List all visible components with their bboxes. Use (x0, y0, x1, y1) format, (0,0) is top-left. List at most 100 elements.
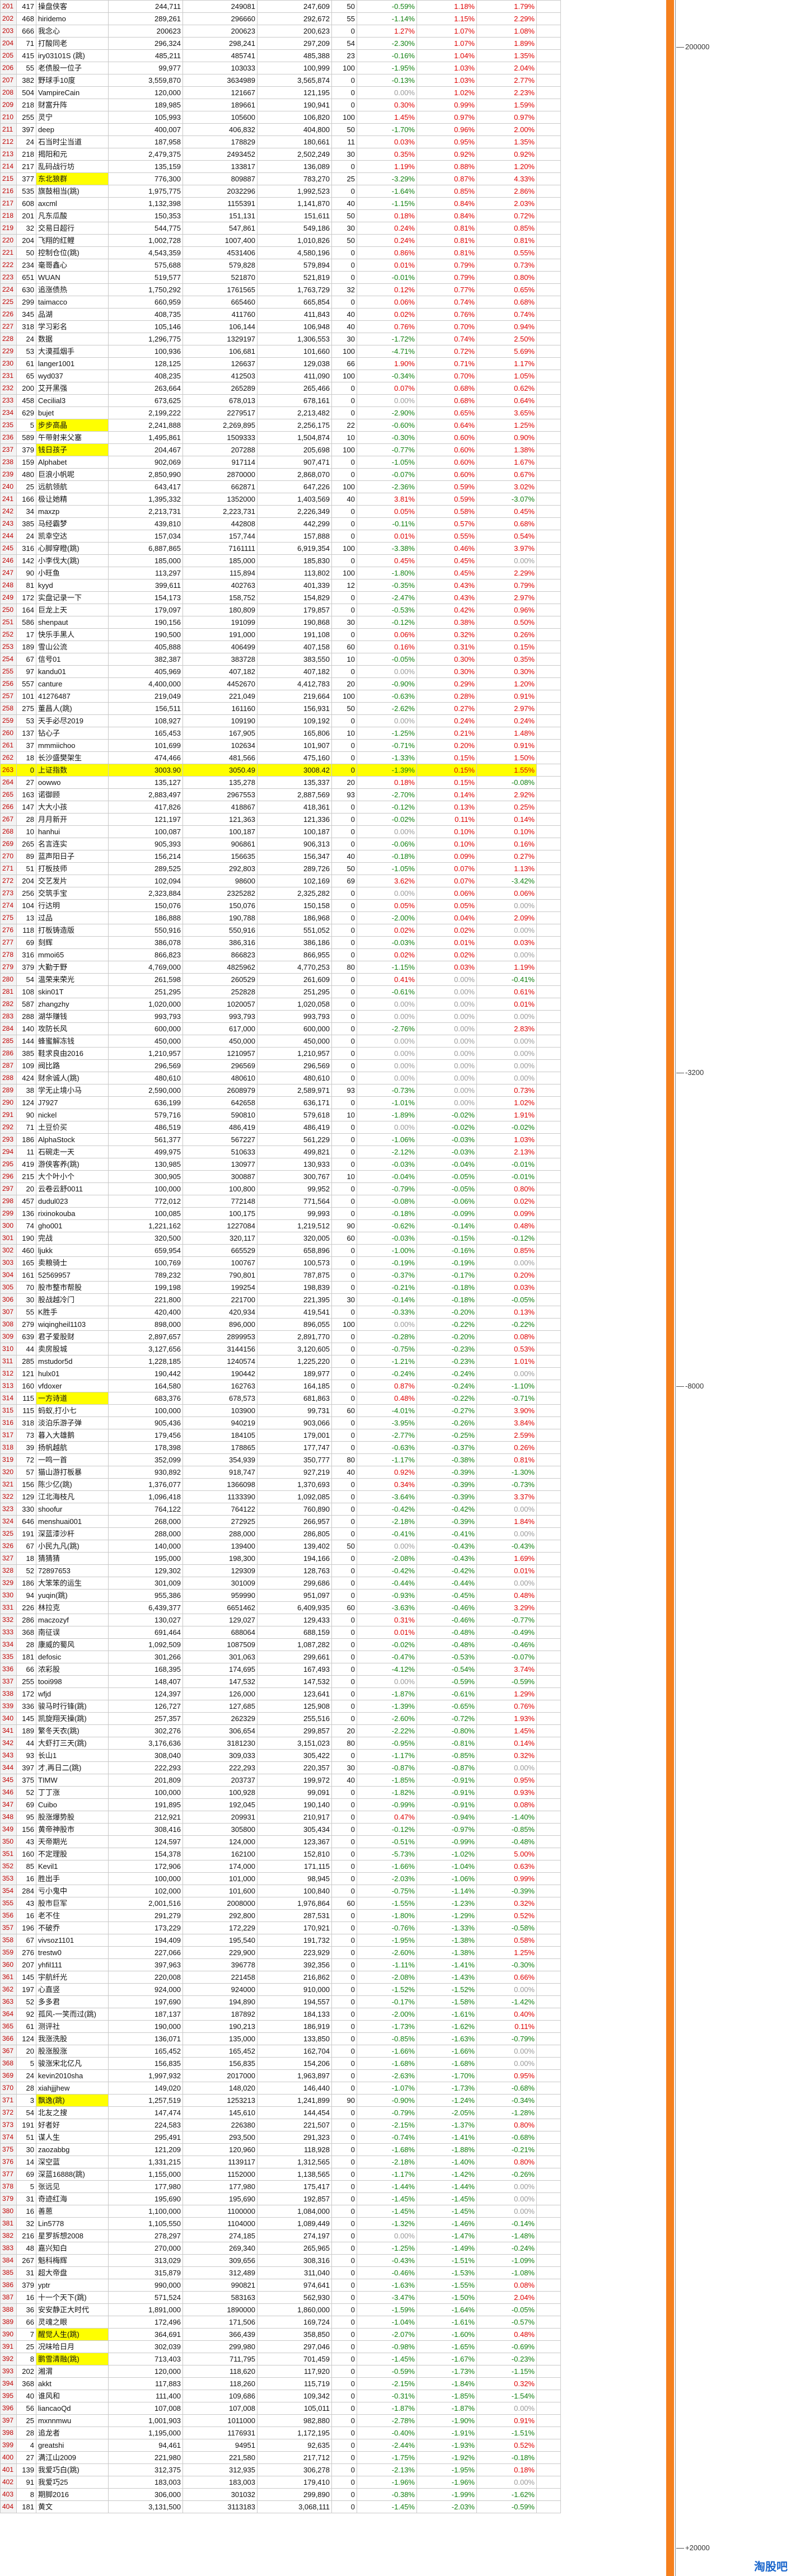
cell-a: 200623 (108, 25, 183, 38)
cell-name: 快乐手黑人 (36, 628, 109, 641)
cell-d: 0 (331, 1047, 357, 1060)
cell-b: 510633 (182, 1146, 258, 1158)
blank-cell (536, 1540, 561, 1553)
cell-b: 148,020 (182, 2082, 258, 2095)
cell-name: greatshi (36, 2439, 109, 2452)
cell-id: 14 (16, 2156, 36, 2168)
cell-rn: 262 (0, 751, 17, 764)
cell-f: -1.46% (416, 2217, 477, 2230)
cell-b: 174,000 (182, 1860, 258, 1873)
cell-b: 1890000 (182, 2303, 258, 2316)
cell-rn: 259 (0, 714, 17, 727)
cell-f: -1.44% (416, 2180, 477, 2193)
cell-a: 420,400 (108, 1306, 183, 1319)
cell-name: 魁科梅辉 (36, 2254, 109, 2267)
blank-cell (536, 1416, 561, 1429)
cell-g: 0.48% (476, 1589, 537, 1602)
cell-id: 93 (16, 1749, 36, 1762)
cell-d: 0 (331, 2328, 357, 2341)
blank-cell (536, 973, 561, 986)
blank-cell (536, 1946, 561, 1959)
cell-f: 0.81% (416, 246, 477, 259)
cell-id: 69 (16, 2168, 36, 2181)
cell-c: 185,830 (257, 554, 332, 567)
blank-cell (536, 2340, 561, 2353)
cell-e: -1.66% (357, 1860, 417, 1873)
cell-d: 0 (331, 2131, 357, 2144)
cell-f: 0.59% (416, 493, 477, 506)
cell-d: 0 (331, 2353, 357, 2365)
cell-d: 0 (331, 2439, 357, 2452)
cell-d: 100 (331, 443, 357, 456)
blank-cell (536, 1848, 561, 1860)
cell-d: 0 (331, 1675, 357, 1688)
cell-rn: 203 (0, 25, 17, 38)
cell-b: 386,316 (182, 936, 258, 949)
blank-cell (536, 1885, 561, 1897)
cell-id: 330 (16, 1503, 36, 1516)
table-row: 259 53 天手必尽2019 108,927 109190 109,192 0 0.00% 0… (0, 714, 561, 727)
blank-cell (536, 172, 561, 185)
blank-cell (536, 99, 561, 111)
cell-id: 27 (16, 2451, 36, 2464)
blank-cell (536, 62, 561, 74)
cell-b: 412503 (182, 370, 258, 382)
cell-a: 105,146 (108, 320, 183, 333)
cell-a: 561,377 (108, 1133, 183, 1146)
cell-b: 299,980 (182, 2340, 258, 2353)
cell-d: 10 (331, 653, 357, 666)
cell-d: 0 (331, 2316, 357, 2329)
cell-a: 1,210,957 (108, 1047, 183, 1060)
cell-a: 579,716 (108, 1109, 183, 1121)
table-row: 381 32 Lin5778 1,105,550 1104000 1,089,449 0 -1… (0, 2217, 561, 2230)
cell-c: 906,313 (257, 838, 332, 850)
table-row: 343 93 长山1 308,040 309,033 305,422 0 -1.17% -0.8… (0, 1749, 561, 1762)
blank-cell (536, 2328, 561, 2341)
cell-rn: 387 (0, 2291, 17, 2304)
cell-g: 0.27% (476, 850, 537, 863)
blank-cell (536, 1786, 561, 1799)
cell-a: 121,209 (108, 2143, 183, 2156)
cell-c: 186,968 (257, 911, 332, 924)
cell-f: 0.02% (416, 924, 477, 937)
cell-d: 0 (331, 554, 357, 567)
table-row: 371 3 飘逸(跳) 1,257,519 1253213 1,241,899 90 -0.9… (0, 2094, 561, 2107)
cell-d: 20 (331, 776, 357, 789)
cell-d: 0 (331, 2242, 357, 2255)
cell-b: 139400 (182, 1540, 258, 1553)
cell-d: 0 (331, 838, 357, 850)
cell-f: -1.41% (416, 1958, 477, 1971)
blank-cell (536, 2205, 561, 2218)
cell-rn: 282 (0, 998, 17, 1011)
cell-name: 旗鼓相当(跳) (36, 185, 109, 198)
cell-rn: 287 (0, 1059, 17, 1072)
cell-c: 121,195 (257, 86, 332, 99)
cell-f: -1.93% (416, 2439, 477, 2452)
cell-name: maxzp (36, 505, 109, 518)
table-row: 360 207 yhfil111 397,963 396778 392,356 0 -1.11… (0, 1958, 561, 1971)
cell-e: 0.34% (357, 1478, 417, 1491)
cell-e: -0.90% (357, 677, 417, 690)
cell-rn: 318 (0, 1441, 17, 1454)
cell-rn: 220 (0, 234, 17, 247)
cell-b: 101,600 (182, 1885, 258, 1897)
cell-b: 145,610 (182, 2106, 258, 2119)
blank-cell (536, 801, 561, 814)
cell-name: WUAN (36, 271, 109, 284)
cell-rn: 251 (0, 616, 17, 629)
table-row: 283 288 湖华赚钱 993,793 993,793 993,793 0 0.00% 0.0… (0, 1010, 561, 1023)
cell-b: 354,939 (182, 1453, 258, 1466)
table-row: 328 52 72897653 129,302 129309 128,763 0 -0.42%… (0, 1564, 561, 1577)
cell-f: -1.96% (416, 2476, 477, 2489)
cell-e: -2.15% (357, 2119, 417, 2131)
cell-a: 295,491 (108, 2131, 183, 2144)
cell-c: 311,040 (257, 2266, 332, 2279)
table-row: 253 189 雪山公流 405,888 406499 407,158 60 0.16% 0.3… (0, 641, 561, 653)
cell-id: 52 (16, 1786, 36, 1799)
table-row: 387 16 十一个天下(跳) 571,524 583163 562,930 0 -3.47%… (0, 2291, 561, 2304)
cell-b: 1329197 (182, 333, 258, 345)
cell-id: 61 (16, 2020, 36, 2033)
cell-d: 0 (331, 1823, 357, 1836)
cell-d: 10 (331, 1109, 357, 1121)
cell-b: 1139117 (182, 2156, 258, 2168)
